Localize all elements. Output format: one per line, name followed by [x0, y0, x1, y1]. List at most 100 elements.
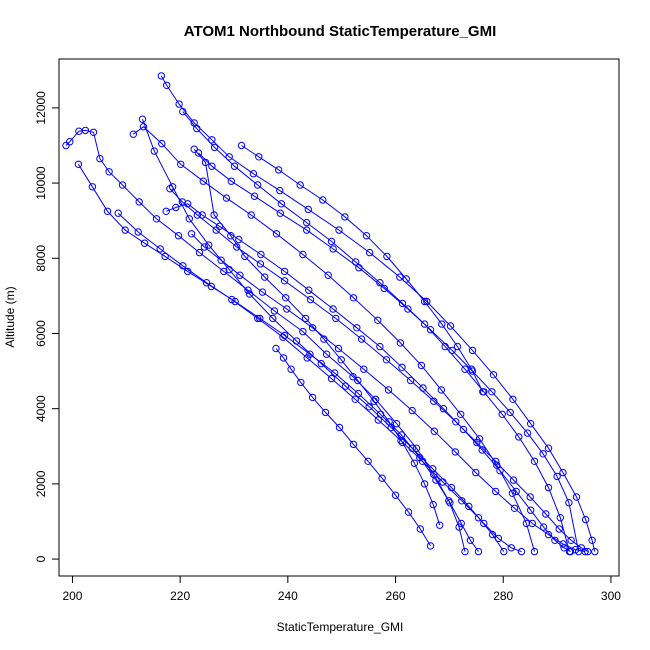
data-point [222, 194, 231, 202]
chart-title: ATOM1 Northbound StaticTemperature_GMI [184, 23, 497, 40]
data-point [459, 425, 468, 434]
data-point [139, 123, 148, 131]
data-point [306, 295, 315, 304]
data-point [249, 170, 258, 178]
data-point [539, 523, 548, 531]
data-point [591, 547, 599, 556]
flight-series [129, 123, 539, 556]
x-tick-label: 300 [601, 589, 621, 603]
data-point [272, 344, 280, 353]
data-point [544, 530, 553, 539]
data-point [364, 457, 372, 465]
y-tick-label: 8000 [34, 245, 48, 272]
data-point [396, 273, 404, 281]
data-point [308, 324, 317, 332]
flight-series [237, 141, 487, 396]
data-point [378, 474, 386, 482]
data-point [280, 267, 289, 276]
data-point [555, 525, 563, 533]
data-point [509, 476, 518, 484]
data-point [335, 423, 344, 432]
data-point [235, 235, 243, 244]
data-point [321, 408, 330, 417]
data-point [365, 403, 373, 411]
y-tick-label: 0 [34, 555, 48, 562]
data-point [81, 126, 90, 135]
data-point [506, 408, 514, 417]
x-axis: 200 220 240 260 280 300 [62, 575, 621, 603]
data-point [523, 429, 532, 437]
data-point [567, 536, 575, 544]
data-point [384, 386, 393, 394]
data-point [510, 504, 519, 512]
y-tick-label: 6000 [34, 320, 48, 347]
data-point [193, 124, 201, 133]
data-point [349, 440, 358, 449]
data-point [272, 230, 281, 238]
data-point [559, 468, 567, 477]
data-point [515, 433, 523, 441]
data-point [303, 226, 311, 234]
data-point [89, 128, 98, 137]
data-point [362, 232, 371, 240]
series-line [65, 129, 466, 552]
data-point [161, 252, 169, 261]
data-point [208, 162, 216, 170]
data-point [527, 506, 535, 514]
data-point [500, 547, 508, 556]
data-point [517, 547, 526, 556]
series-line [182, 111, 570, 552]
series-line [117, 212, 505, 552]
data-point [382, 356, 391, 364]
data-point [455, 523, 463, 531]
data-point [473, 438, 481, 447]
data-point [256, 314, 264, 323]
data-point [276, 186, 284, 195]
data-point [244, 286, 252, 294]
data-point [439, 405, 448, 413]
data-point [498, 410, 506, 418]
data-point [317, 359, 325, 368]
data-point [258, 288, 267, 296]
data-point [512, 487, 520, 496]
data-point [430, 427, 438, 435]
data-point [66, 138, 74, 146]
data-point [408, 406, 416, 415]
data-point [522, 519, 531, 528]
data-point [254, 181, 262, 189]
data-point [461, 547, 469, 556]
data-point [250, 192, 259, 200]
data-point [163, 81, 171, 90]
data-point [451, 448, 459, 456]
data-point [74, 160, 83, 169]
data-point [419, 384, 427, 392]
data-point [210, 211, 218, 219]
data-point [544, 444, 553, 452]
data-point [588, 536, 596, 544]
data-point [426, 542, 435, 550]
series-line [160, 75, 596, 552]
data-point [297, 378, 305, 387]
data-point [166, 185, 174, 193]
data-point [185, 215, 194, 223]
data-point [432, 476, 440, 484]
data-point [417, 361, 426, 370]
data-point [508, 489, 517, 497]
data-point [177, 160, 185, 169]
data-point [194, 149, 203, 157]
data-point [308, 393, 317, 402]
data-point [474, 547, 483, 556]
data-point [299, 327, 307, 336]
data-point [103, 207, 112, 216]
data-point [156, 245, 164, 253]
data-point [190, 145, 198, 153]
data-point [322, 350, 331, 358]
data-point [228, 295, 236, 304]
data-point [88, 183, 97, 191]
data-point [410, 459, 419, 467]
data-point [468, 346, 477, 355]
data-point [121, 226, 129, 234]
data-point [374, 416, 382, 424]
data-point [530, 547, 539, 556]
data-point [357, 335, 366, 343]
